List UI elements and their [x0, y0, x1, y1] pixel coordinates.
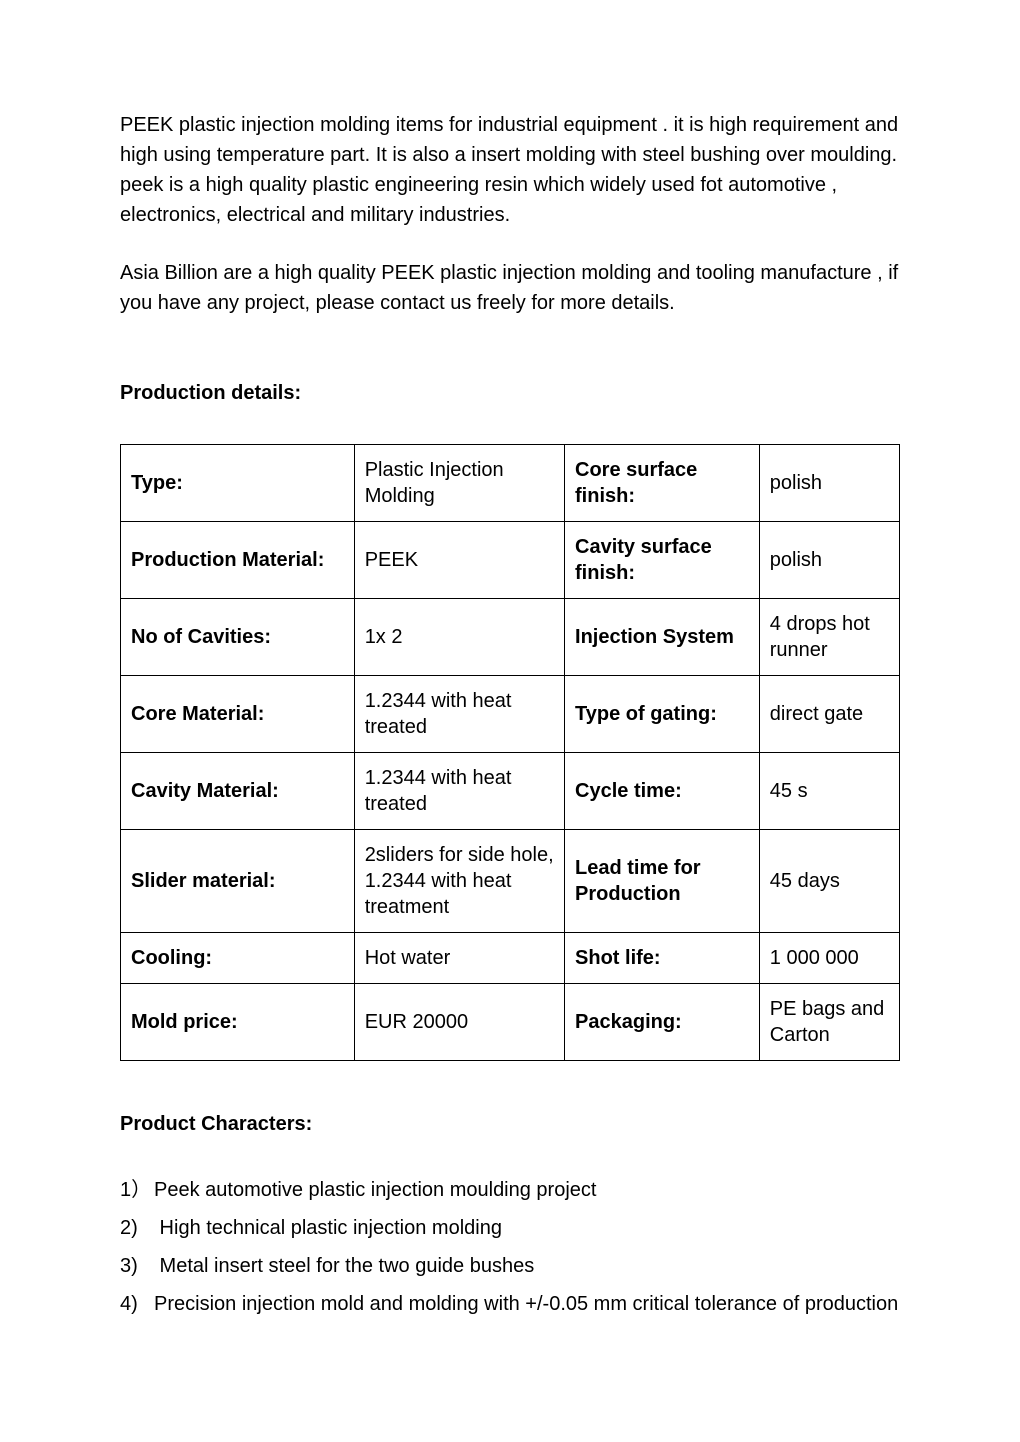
- cell-value: polish: [759, 445, 899, 522]
- cell-value: Hot water: [354, 933, 564, 984]
- list-text: Precision injection mold and molding wit…: [154, 1293, 898, 1315]
- document-page: PEEK plastic injection molding items for…: [0, 0, 1020, 1442]
- table-row: Type: Plastic Injection Molding Core sur…: [121, 445, 900, 522]
- cell-key: Core surface finish:: [565, 445, 760, 522]
- cell-value: 1 000 000: [759, 933, 899, 984]
- cell-value: direct gate: [759, 676, 899, 753]
- production-details-heading: Production details:: [120, 378, 900, 408]
- table-row: Cavity Material: 1.2344 with heat treate…: [121, 753, 900, 830]
- cell-value: PE bags and Carton: [759, 984, 899, 1061]
- cell-key: Core Material:: [121, 676, 355, 753]
- cell-value: polish: [759, 522, 899, 599]
- cell-value: 1.2344 with heat treated: [354, 753, 564, 830]
- cell-value: Plastic Injection Molding: [354, 445, 564, 522]
- list-item: 4)Precision injection mold and molding w…: [120, 1289, 900, 1319]
- cell-value: 4 drops hot runner: [759, 599, 899, 676]
- cell-value: 45 s: [759, 753, 899, 830]
- cell-key: No of Cavities:: [121, 599, 355, 676]
- product-characters-heading: Product Characters:: [120, 1109, 900, 1139]
- cell-key: Lead time for Production: [565, 830, 760, 933]
- cell-key: Cavity Material:: [121, 753, 355, 830]
- cell-key: Type of gating:: [565, 676, 760, 753]
- list-text: High technical plastic injection molding: [154, 1217, 502, 1239]
- cell-value: PEEK: [354, 522, 564, 599]
- table-row: Production Material: PEEK Cavity surface…: [121, 522, 900, 599]
- production-details-table: Type: Plastic Injection Molding Core sur…: [120, 444, 900, 1061]
- cell-key: Injection System: [565, 599, 760, 676]
- list-number: 4): [120, 1289, 154, 1319]
- cell-key: Packaging:: [565, 984, 760, 1061]
- list-item: 3) Metal insert steel for the two guide …: [120, 1251, 900, 1281]
- intro-paragraph-1: PEEK plastic injection molding items for…: [120, 110, 900, 230]
- cell-value: EUR 20000: [354, 984, 564, 1061]
- table-row: Slider material: 2sliders for side hole,…: [121, 830, 900, 933]
- list-number: 1）: [120, 1175, 154, 1205]
- cell-value: 2sliders for side hole, 1.2344 with heat…: [354, 830, 564, 933]
- list-text: Peek automotive plastic injection mouldi…: [154, 1179, 596, 1201]
- cell-key: Cooling:: [121, 933, 355, 984]
- cell-value: 1.2344 with heat treated: [354, 676, 564, 753]
- list-text: Metal insert steel for the two guide bus…: [154, 1255, 534, 1277]
- cell-key: Shot life:: [565, 933, 760, 984]
- product-characters-list: 1）Peek automotive plastic injection moul…: [120, 1175, 900, 1319]
- table-row: Core Material: 1.2344 with heat treated …: [121, 676, 900, 753]
- list-item: 2) High technical plastic injection mold…: [120, 1213, 900, 1243]
- cell-key: Type:: [121, 445, 355, 522]
- table-row: No of Cavities: 1x 2 Injection System 4 …: [121, 599, 900, 676]
- cell-key: Cycle time:: [565, 753, 760, 830]
- list-item: 1）Peek automotive plastic injection moul…: [120, 1175, 900, 1205]
- cell-value: 1x 2: [354, 599, 564, 676]
- cell-value: 45 days: [759, 830, 899, 933]
- cell-key: Mold price:: [121, 984, 355, 1061]
- intro-paragraph-2: Asia Billion are a high quality PEEK pla…: [120, 258, 900, 318]
- list-number: 3): [120, 1251, 154, 1281]
- table-row: Cooling: Hot water Shot life: 1 000 000: [121, 933, 900, 984]
- cell-key: Slider material:: [121, 830, 355, 933]
- list-number: 2): [120, 1213, 154, 1243]
- cell-key: Cavity surface finish:: [565, 522, 760, 599]
- table-row: Mold price: EUR 20000 Packaging: PE bags…: [121, 984, 900, 1061]
- cell-key: Production Material:: [121, 522, 355, 599]
